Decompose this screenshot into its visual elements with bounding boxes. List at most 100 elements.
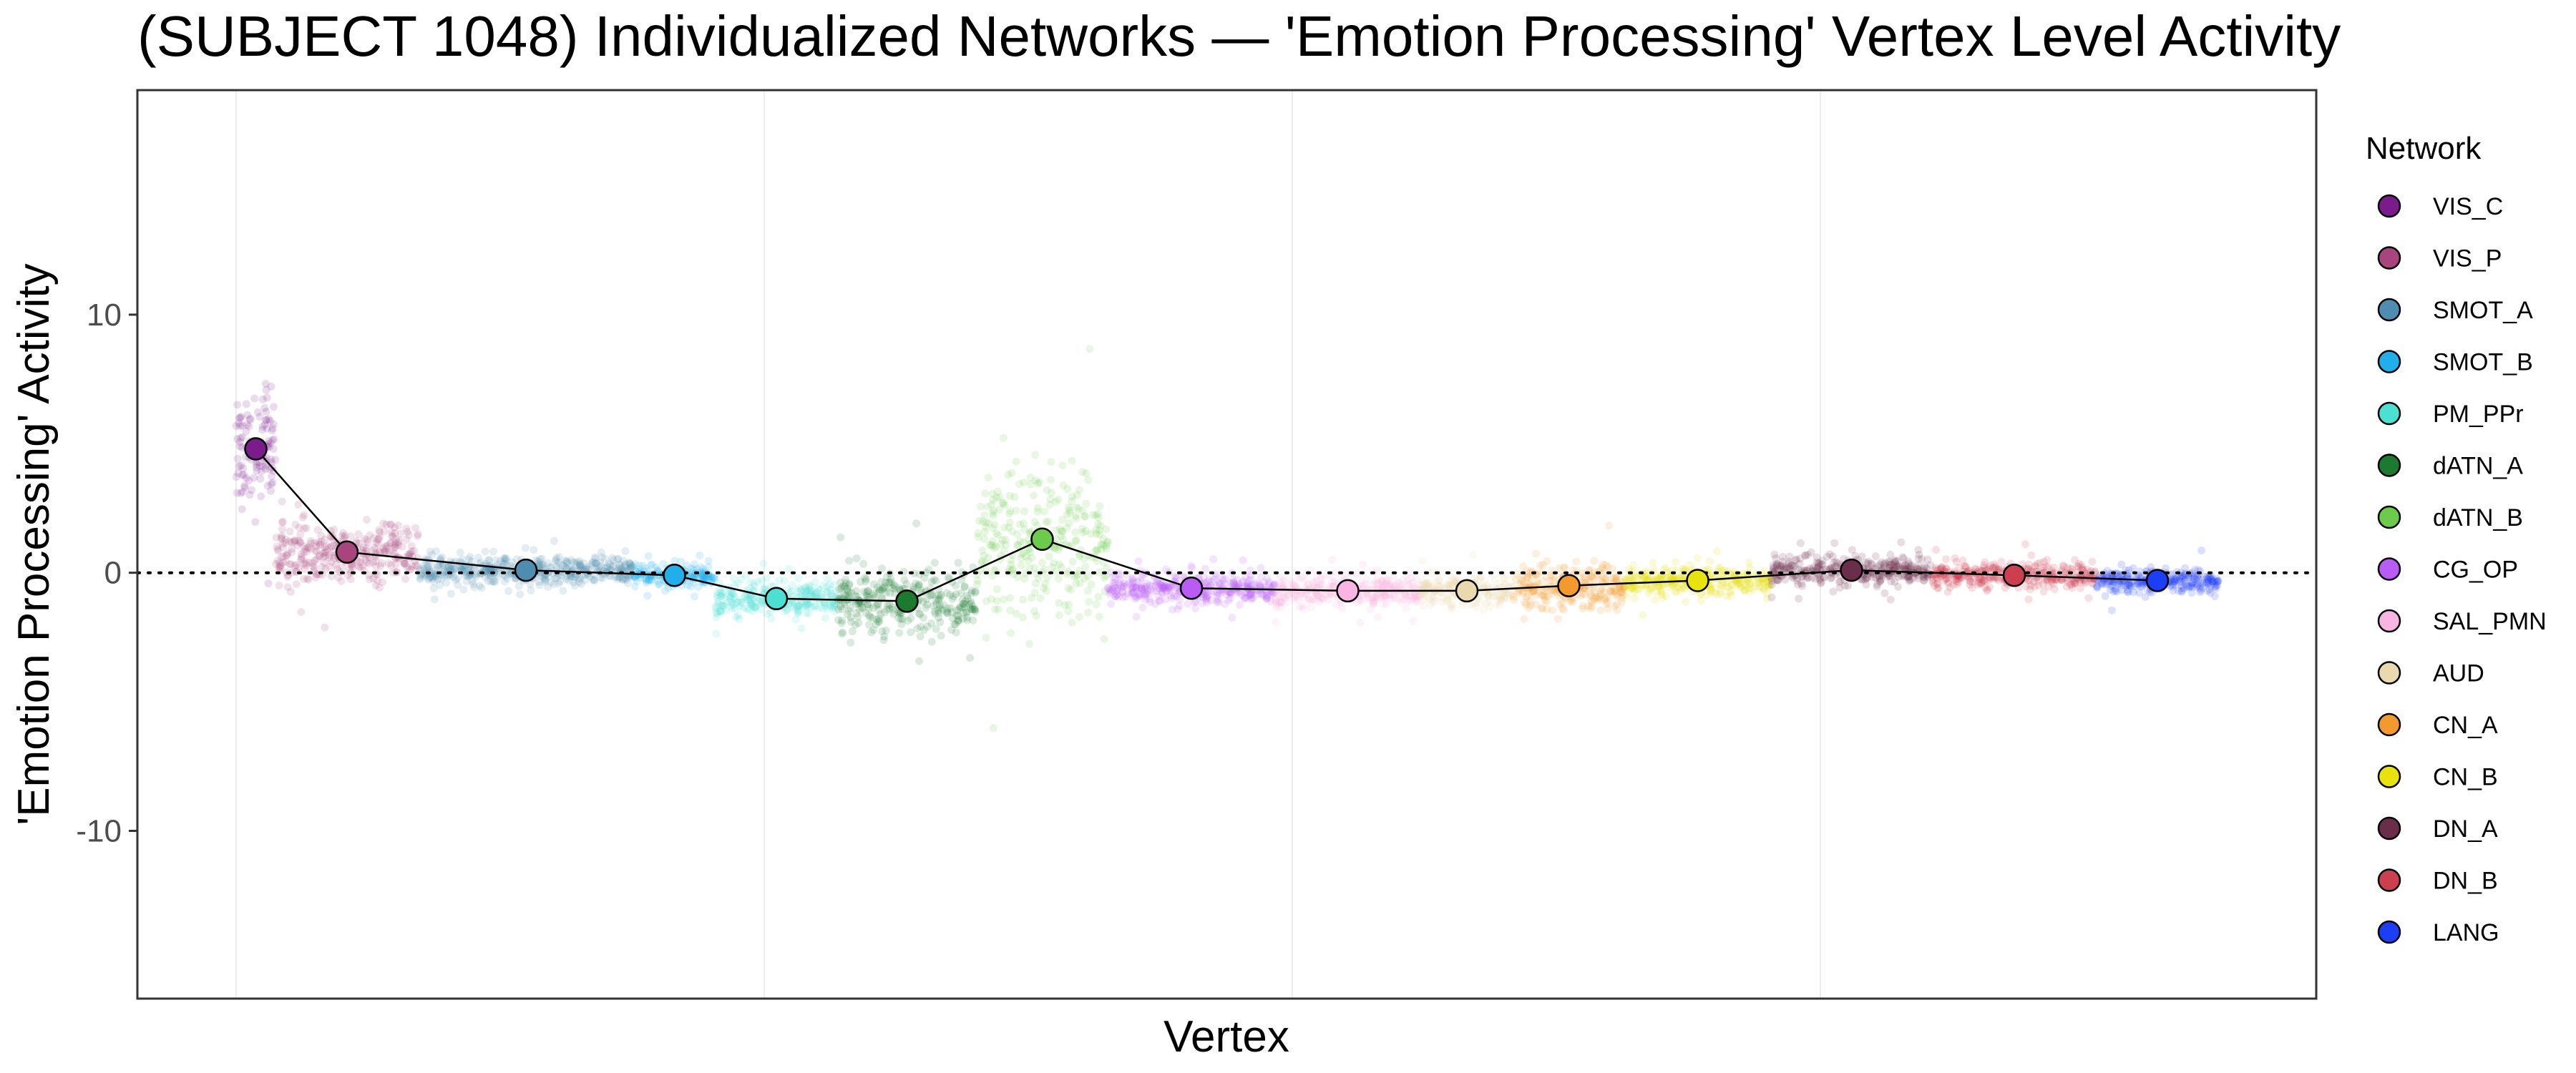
point [852,599,860,608]
point [1678,584,1687,592]
point [789,599,797,607]
point [704,572,713,581]
point [369,574,378,583]
point [865,593,874,602]
point [614,555,623,564]
point [1022,552,1030,561]
point [696,552,704,559]
point [1118,587,1126,596]
point [1108,585,1116,594]
point [327,572,336,581]
point [1279,577,1288,585]
point [753,577,762,586]
point [1415,581,1423,589]
point [570,582,579,590]
point [780,577,789,585]
point [689,565,698,574]
point [1156,580,1164,588]
point [1397,585,1405,594]
point [1210,588,1219,597]
point [869,626,878,635]
point [1136,576,1144,584]
point [1795,594,1803,603]
point [1005,519,1014,526]
point [1371,592,1380,601]
point [992,597,1001,605]
point [317,531,326,540]
point [1380,580,1388,589]
point [597,574,605,582]
point [242,400,250,408]
point [1034,574,1043,582]
point [338,531,346,540]
point [1319,595,1327,604]
point [1314,592,1322,601]
point [1012,457,1020,466]
point [936,593,945,602]
point [248,486,255,494]
point [1132,584,1141,592]
point [376,562,385,570]
point [1389,583,1397,592]
point [1554,592,1563,600]
point [1111,584,1119,592]
point [1357,596,1365,604]
point [1601,595,1609,604]
point [1385,594,1394,603]
point [1161,595,1170,604]
point [852,587,861,595]
point [1132,612,1141,621]
point [558,568,567,577]
point [1063,510,1071,519]
legend-label-dATN_A: dATN_A [2433,453,2523,480]
point [551,557,560,565]
point [1084,476,1093,484]
point [758,597,766,606]
point [468,577,477,585]
point [603,564,612,572]
point [608,554,617,562]
point [555,579,563,588]
point [414,554,422,562]
point [1435,582,1444,591]
point [960,582,969,591]
point [296,539,304,547]
point [1425,594,1434,603]
point [2030,582,2039,591]
point [1289,581,1297,589]
point [1058,527,1066,536]
point [1604,604,1612,613]
point [1143,587,1151,595]
point [1421,579,1429,588]
point [1226,588,1234,596]
point [268,426,276,435]
point [615,573,623,582]
point [1210,575,1219,584]
point [882,627,890,635]
point [484,556,493,564]
point [1020,478,1028,486]
point [1094,592,1103,601]
point [811,602,820,611]
point [802,602,811,610]
point [1561,564,1569,572]
point [436,561,444,569]
point [838,629,847,638]
point [697,563,706,571]
point [1226,588,1234,597]
point [1050,544,1058,552]
point [1136,583,1145,592]
point [235,422,244,431]
point [810,591,819,599]
point [379,578,387,587]
point [1829,587,1838,596]
point [2024,595,2033,604]
point [577,579,585,588]
point [823,574,831,583]
point [1146,581,1154,589]
point [298,553,306,561]
point [1239,556,1247,564]
point [677,557,686,566]
point [1651,596,1659,604]
point [1369,596,1377,604]
